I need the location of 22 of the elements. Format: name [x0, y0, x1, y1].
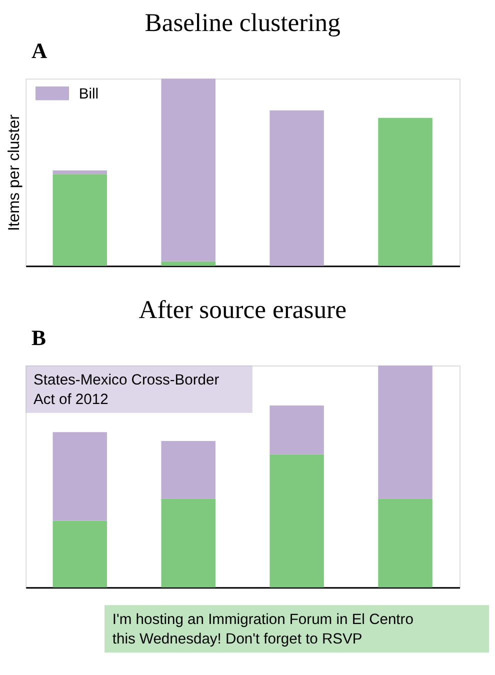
text: A	[32, 38, 48, 63]
bar	[52, 170, 107, 174]
bar	[270, 110, 324, 266]
chart-title: After source erasure	[138, 295, 346, 324]
bar	[161, 498, 216, 588]
bar	[52, 520, 107, 588]
y-axis-title: Items per cluster	[6, 114, 24, 232]
bar	[378, 498, 432, 588]
text: I'm hosting an Immigration Forum in El Centro this Wednesday! Don't forget to RSVP	[112, 612, 414, 648]
bar	[161, 78, 216, 262]
bar	[378, 118, 432, 266]
bar	[270, 405, 324, 454]
text: B	[32, 326, 46, 350]
chart-title: Baseline clustering	[144, 8, 341, 38]
bar	[161, 440, 216, 499]
bar	[378, 366, 432, 499]
bar	[52, 174, 107, 266]
bar	[270, 454, 324, 588]
bar	[161, 261, 216, 266]
annotation: States-Mexico Cross-Border Act of 2012	[34, 372, 220, 408]
bar	[52, 432, 107, 521]
legend-label: Bill	[78, 86, 99, 102]
